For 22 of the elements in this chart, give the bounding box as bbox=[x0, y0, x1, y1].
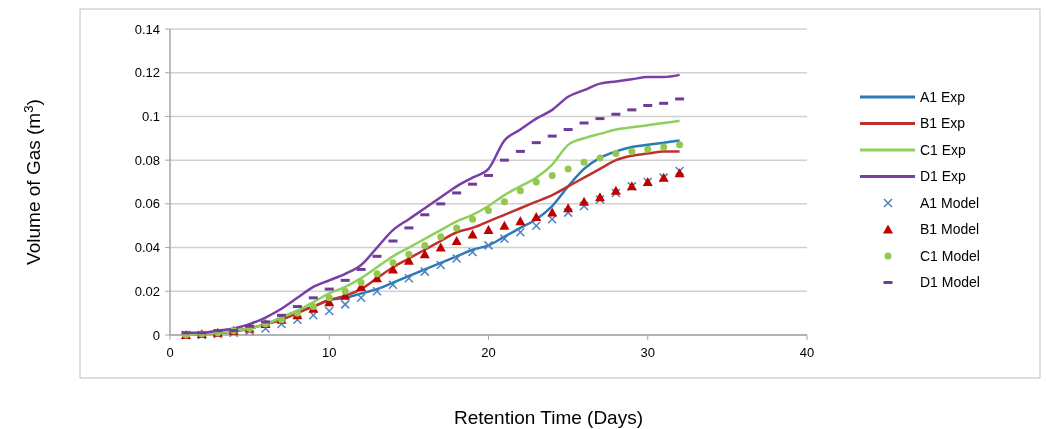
x-tick-label: 20 bbox=[481, 345, 496, 360]
legend-label: A1 Exp bbox=[920, 88, 966, 105]
x-tick-label: 10 bbox=[322, 345, 337, 360]
y-tick-label: 0 bbox=[152, 327, 160, 343]
legend-label: B1 Exp bbox=[920, 115, 966, 132]
y-tick-label: 0.14 bbox=[134, 21, 160, 37]
legend-label: C1 Exp bbox=[920, 141, 967, 158]
legend-label: B1 Model bbox=[920, 221, 980, 238]
legend-label: C1 Model bbox=[920, 247, 980, 264]
legend-label: D1 Model bbox=[920, 274, 980, 291]
y-tick-label: 0.1 bbox=[141, 108, 160, 124]
x-tick-label: 30 bbox=[640, 345, 655, 360]
legend-label: A1 Model bbox=[920, 194, 980, 211]
legend-label: D1 Exp bbox=[920, 168, 967, 185]
y-tick-label: 0.04 bbox=[134, 240, 160, 256]
y-tick-label: 0.02 bbox=[134, 283, 160, 299]
y-tick-label: 0.12 bbox=[134, 65, 160, 81]
x-axis-title: Retention Time (Days) bbox=[453, 407, 644, 428]
y-tick-label: 0.08 bbox=[134, 152, 160, 168]
y-tick-label: 0.06 bbox=[134, 196, 160, 212]
x-tick-label: 40 bbox=[799, 345, 815, 360]
x-tick-label: 0 bbox=[166, 345, 174, 360]
